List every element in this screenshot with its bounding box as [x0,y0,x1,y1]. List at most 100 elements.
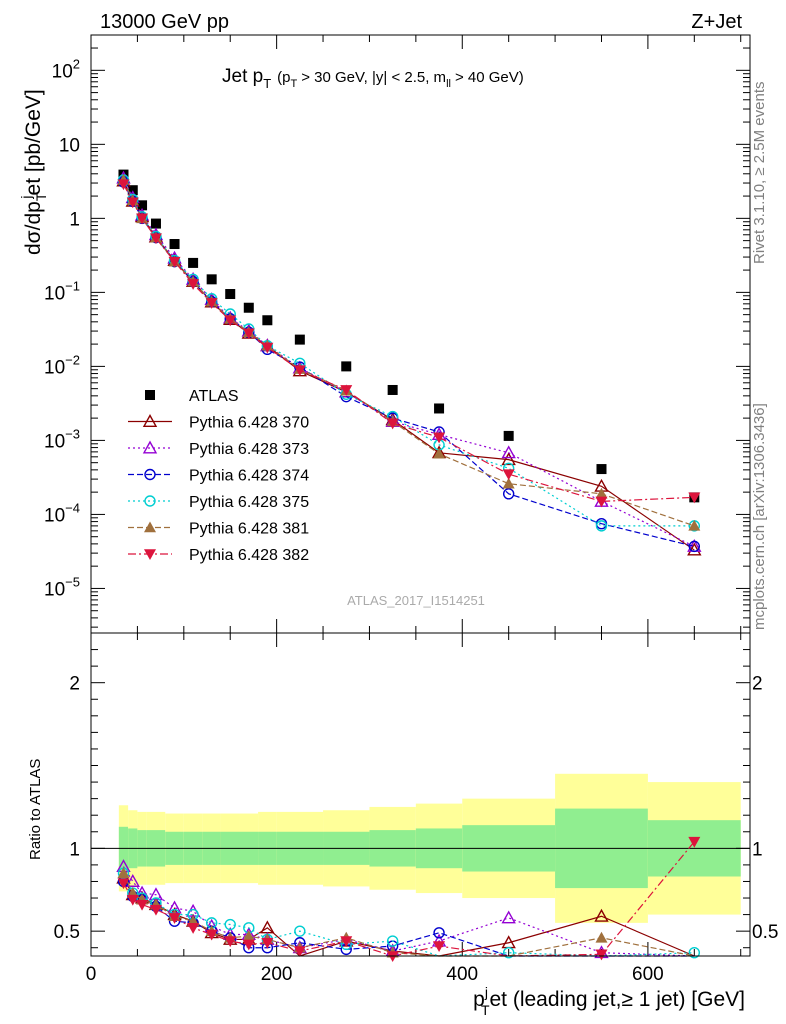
series-marker [242,328,255,340]
legend-label: ATLAS [189,388,239,405]
series-marker [187,279,200,290]
ratio-series-marker [433,941,446,953]
ratio-series-marker [136,899,149,911]
ratio-series-line [122,872,695,957]
atlas-data-point [206,274,217,285]
x-axis-label: pj Tet (leading jet,≥ 1 jet) [GeV] [473,984,745,1018]
series-marker [502,469,515,481]
x-tick-label: 400 [446,964,478,985]
ratio-series-marker [224,918,236,931]
series-ratio-6 [117,836,701,962]
ratio-series-marker [386,935,399,947]
ratio-series-marker [502,946,515,959]
atlas-data-point [434,403,445,414]
series-marker [117,179,130,191]
legend-label: Pythia 6.428 375 [189,494,309,511]
legend-item: Pythia 6.428 375 [128,494,309,511]
legend-item: Pythia 6.428 370 [128,414,309,432]
header-right: Z+Jet [691,11,742,33]
ratio-series-marker [224,936,237,948]
legend-marker [142,414,158,427]
ratio-series-marker [117,867,130,878]
series-marker [340,385,353,396]
ratio-series-marker [242,930,255,941]
y-axis-label-main: dσ/dpTjet [pb/GeV] [18,89,49,255]
series-main-6 [117,179,701,508]
analysis-watermark: ATLAS_2017_I1514251 [347,593,485,608]
side-text-bottom: mcplots.cern.ch [arXiv:1306.3436] [751,403,768,630]
legend-marker [144,495,156,507]
legend-label: Pythia 6.428 374 [189,468,309,485]
ratio-series-marker [433,927,445,939]
y-axis-label-ratio: Ratio to ATLAS [27,759,44,860]
atlas-data-point [150,218,161,229]
y-tick-label: 10−1 [44,278,80,304]
ratio-series-marker [386,951,399,962]
series-marker [433,447,446,459]
legend-item: Pythia 6.428 373 [128,440,309,458]
y-tick-label: 102 [52,56,80,82]
ratio-y-tick-label-right: 1 [752,839,763,860]
main-plot-frame [90,34,751,634]
ratio-y-tick-label: 0.5 [54,922,80,943]
ratio-y-tick-label: 1 [69,839,80,860]
ratio-series-marker [688,836,701,848]
y-tick-label: 1 [69,209,80,230]
x-tick-label: 600 [632,964,664,985]
series-marker [205,298,218,309]
series-marker [595,487,608,499]
ratio-y-tick-label: 2 [69,674,80,695]
plot-title-cuts-end: > 40 GeV) [455,69,524,86]
plot-title-cuts-rest: > 30 GeV, |y| < 2.5, m [301,69,446,86]
series-marker [433,432,446,444]
y-tick-label: 10−2 [44,352,80,378]
legend-marker [144,549,156,560]
uncertainty-bands [91,773,750,923]
legend-label: Pythia 6.428 381 [189,521,309,538]
main-plot-data [116,169,702,556]
plot-title-cuts-sub: T [291,78,298,90]
main-axis-ticks: 102 10 1 10−1 10−2 10−3 10−4 10−5 [44,34,750,633]
y-tick-label: 10−5 [44,574,80,600]
plot-title: Jet pT (pT > 30 GeV, |y| < 2.5, mll > 40 Ge… [222,66,524,91]
series-marker [595,520,608,532]
ratio-series-line [122,841,695,957]
plot-title-mll-sub: ll [446,78,451,90]
plot-title-main: Jet p [222,66,263,87]
ratio-series-marker [126,894,139,906]
atlas-data-point [387,384,398,395]
legend-item: Pythia 6.428 382 [128,547,309,564]
series-marker [224,315,237,327]
atlas-data-point [188,257,199,268]
series-marker [126,197,139,209]
legend-marker [144,468,156,481]
series-marker [688,540,701,553]
series-marker [688,492,701,504]
ratio-series-marker [595,931,608,943]
series-marker [501,445,516,459]
ratio-series-marker [242,939,255,951]
atlas-data-point [341,361,352,372]
series-marker [501,452,516,466]
legend-label: Pythia 6.428 373 [189,441,309,458]
series-marker [293,365,306,377]
atlas-data-point [294,334,305,345]
series-marker [261,342,274,354]
legend-label: Pythia 6.428 382 [189,547,309,564]
ratio-series-marker [117,878,130,890]
ratio-series-marker [595,949,608,961]
atlas-data-point [596,464,607,475]
atlas-data-point [262,315,273,326]
legend-item: ATLAS [145,388,239,405]
legend-item: Pythia 6.428 381 [128,521,309,538]
series-marker [386,418,399,430]
ratio-series-marker [125,874,140,887]
ratio-plot-data [116,836,701,962]
legend-label: Pythia 6.428 370 [189,415,309,432]
ratio-y-tick-label-right: 2 [752,674,763,695]
ratio-series-marker [340,936,353,948]
ratio-series-marker [293,946,306,958]
series-marker [687,542,702,556]
legend-marker [145,390,155,400]
